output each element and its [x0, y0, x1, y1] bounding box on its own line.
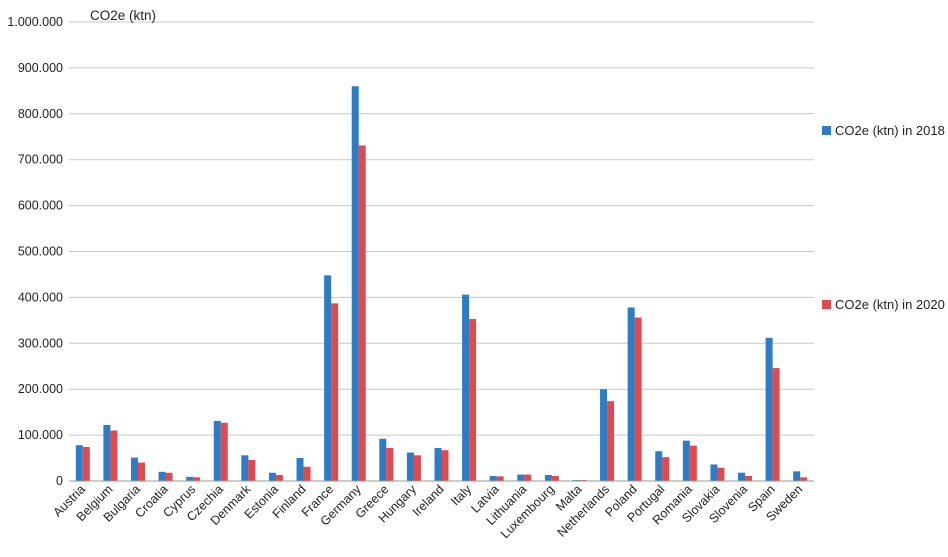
y-tick-label: 500.000: [18, 245, 63, 259]
bar-2018: [241, 455, 249, 481]
gridlines: [69, 21, 814, 436]
bar-2018: [296, 458, 304, 481]
legend-label-2020: CO2e (ktn) in 2020: [835, 297, 945, 312]
bar-2018: [324, 275, 332, 481]
legend-swatch-2020: [822, 300, 831, 309]
x-tick-label: Ireland: [410, 482, 447, 519]
bar-2018: [75, 445, 83, 481]
bar-2020: [220, 422, 228, 481]
y-tick-label: 600.000: [18, 199, 63, 213]
legend-swatch-2018: [822, 126, 831, 135]
bar-2020: [745, 475, 753, 481]
bar-2018: [682, 440, 690, 481]
y-tick-label: 300.000: [18, 336, 63, 350]
bar-2018: [103, 425, 111, 481]
bar-2020: [358, 145, 366, 481]
bar-2020: [551, 475, 559, 481]
bar-2018: [489, 475, 497, 481]
bar-2018: [600, 389, 608, 481]
y-tick-label: 400.000: [18, 290, 63, 304]
bar-2020: [82, 447, 90, 481]
x-axis-tick-labels: AustriaBelgiumBulgariaCroatiaCyprusCzech…: [51, 482, 806, 542]
bar-2020: [137, 462, 145, 481]
bar-2018: [130, 457, 138, 481]
bar-2020: [717, 467, 725, 481]
y-tick-label: 800.000: [18, 107, 63, 121]
bar-2020: [441, 450, 449, 481]
bar-2020: [634, 317, 642, 481]
bar-2018: [379, 438, 387, 481]
y-axis-tick-labels: 0 100.000 200.000 300.000 400.000 500.000 600.…: [7, 15, 63, 488]
bar-2018: [655, 451, 663, 481]
bar-2018: [765, 337, 773, 481]
bar-2018: [710, 464, 718, 481]
bar-2020: [689, 445, 697, 481]
y-tick-label: 0: [56, 474, 63, 488]
bar-2020: [524, 474, 532, 481]
bar-2020: [413, 455, 421, 481]
bars: [75, 86, 808, 481]
bar-2018: [793, 471, 801, 481]
bar-2018: [158, 471, 166, 481]
bar-2020: [165, 472, 173, 481]
bar-2020: [275, 475, 283, 481]
bar-2020: [469, 318, 477, 481]
bar-2020: [193, 477, 201, 481]
y-tick-label: 900.000: [18, 61, 63, 75]
bar-2018: [738, 472, 746, 481]
bar-2020: [110, 430, 118, 481]
bar-2018: [544, 475, 552, 481]
y-tick-label: 700.000: [18, 153, 63, 167]
bar-2020: [496, 476, 504, 481]
bar-2020: [772, 368, 780, 481]
bar-2018: [213, 420, 221, 481]
bar-2018: [351, 86, 359, 481]
y-axis-label: CO2e (ktn): [90, 8, 156, 23]
legend-label-2018: CO2e (ktn) in 2018: [835, 123, 945, 138]
bar-2018: [462, 294, 470, 481]
bar-2020: [248, 459, 256, 481]
bar-2020: [800, 477, 808, 481]
bar-2018: [406, 452, 414, 481]
bar-2020: [303, 466, 311, 481]
bar-2018: [627, 307, 635, 481]
y-tick-label: 200.000: [18, 382, 63, 396]
legend: CO2e (ktn) in 2018 CO2e (ktn) in 2020: [822, 123, 945, 312]
y-tick-label: 1.000.000: [7, 15, 63, 29]
y-tick-label: 100.000: [18, 428, 63, 442]
bar-2020: [662, 457, 670, 481]
bar-2020: [386, 447, 394, 481]
bar-2020: [331, 303, 339, 481]
bar-2018: [434, 447, 442, 481]
bar-2020: [607, 401, 615, 481]
bar-2018: [186, 476, 194, 481]
bar-2018: [268, 472, 276, 481]
bar-2018: [517, 474, 525, 481]
